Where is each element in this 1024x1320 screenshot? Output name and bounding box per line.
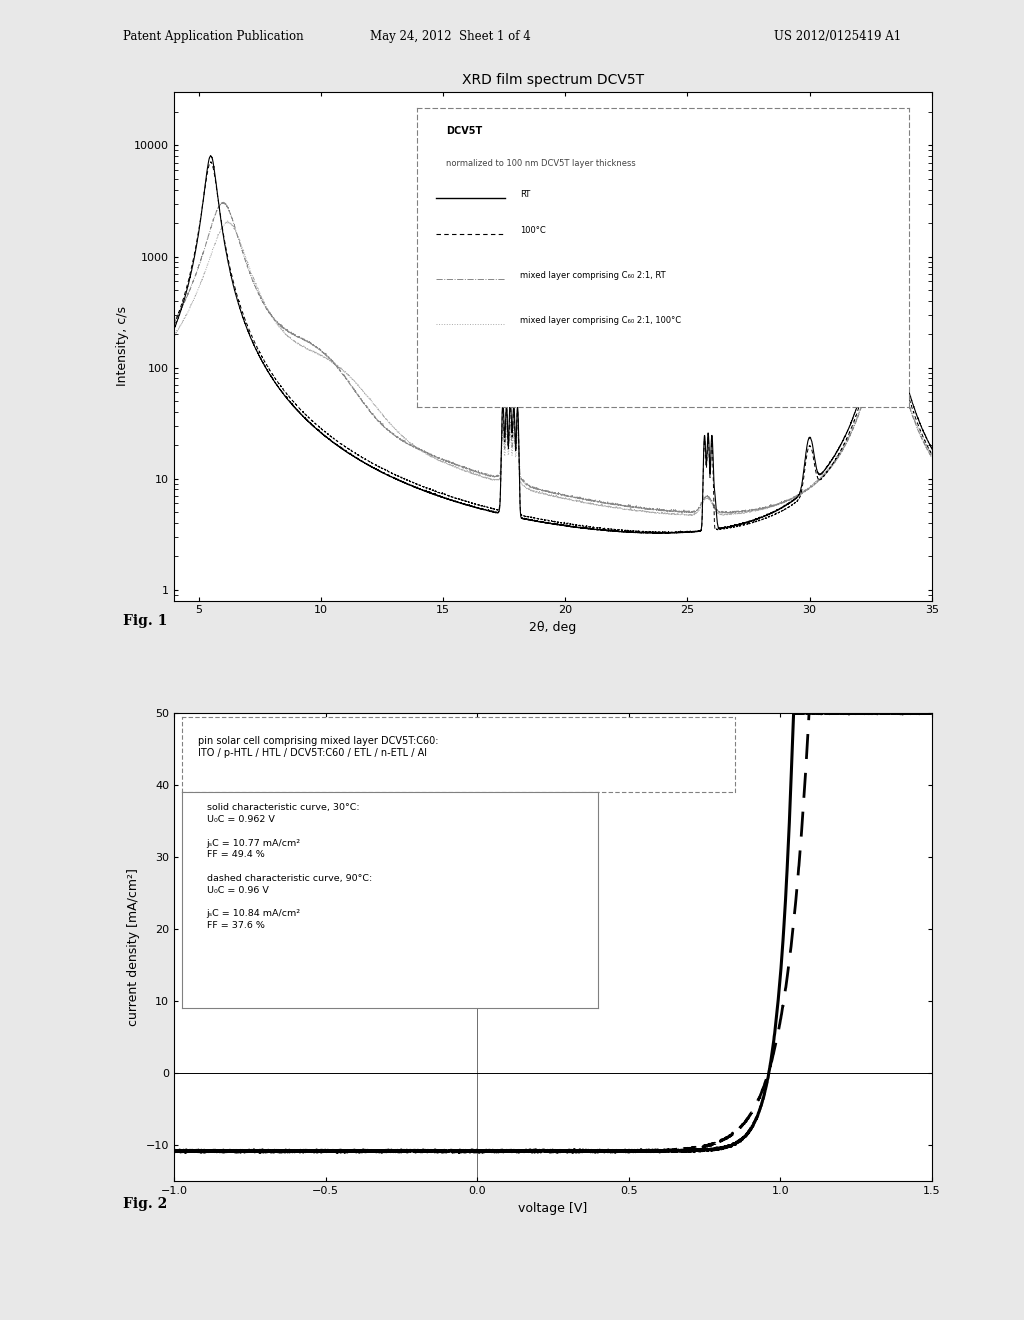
Text: Patent Application Publication: Patent Application Publication [123, 30, 303, 44]
Y-axis label: Intensity, c/s: Intensity, c/s [116, 306, 129, 387]
Text: May 24, 2012  Sheet 1 of 4: May 24, 2012 Sheet 1 of 4 [371, 30, 530, 44]
X-axis label: voltage [V]: voltage [V] [518, 1201, 588, 1214]
Text: Fig. 2: Fig. 2 [123, 1197, 167, 1212]
Text: US 2012/0125419 A1: US 2012/0125419 A1 [774, 30, 901, 44]
X-axis label: 2θ, deg: 2θ, deg [529, 620, 577, 634]
Y-axis label: current density [mA/cm²]: current density [mA/cm²] [127, 869, 140, 1026]
Text: SI peak: SI peak [749, 309, 892, 364]
Title: XRD film spectrum DCV5T: XRD film spectrum DCV5T [462, 73, 644, 87]
Text: Fig. 1: Fig. 1 [123, 614, 167, 628]
